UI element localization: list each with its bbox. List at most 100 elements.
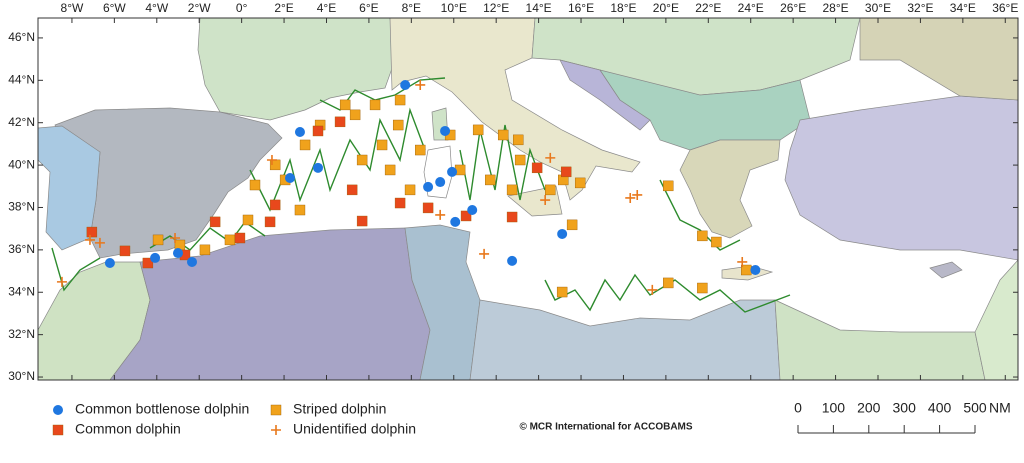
sighting: [376, 139, 388, 151]
lon-tick-label: 0°: [236, 1, 248, 15]
map-frame: [37, 17, 1019, 381]
lon-tick-label: 12°E: [483, 1, 509, 15]
track: [51, 247, 101, 292]
sighting: [199, 244, 211, 256]
sighting: [435, 209, 446, 220]
scale-unit: NM: [989, 400, 1011, 416]
sighting: [104, 258, 115, 269]
lon-tick-label: 22°E: [695, 1, 721, 15]
sighting: [242, 214, 254, 226]
levant: [974, 259, 1018, 380]
sighting: [234, 232, 246, 244]
lat-tick-label: 40°N: [8, 157, 35, 171]
sightings: [56, 79, 761, 298]
sighting: [249, 179, 261, 191]
sighting: [285, 173, 295, 184]
lon-tick-label: 2°E: [274, 1, 293, 15]
sighting: [625, 192, 636, 203]
legend-marker: [270, 404, 282, 416]
legend-marker: [52, 424, 64, 436]
lon-tick-label: 2°W: [188, 1, 211, 15]
lon-tick-label: 6°E: [359, 1, 378, 15]
lon-tick-label: 10°E: [441, 1, 467, 15]
lon-tick-label: 18°E: [610, 1, 636, 15]
sighting: [266, 155, 277, 166]
lat-tick-label: 30°N: [8, 369, 35, 383]
lat-tick-label: 44°N: [8, 72, 35, 86]
sighting: [269, 199, 281, 211]
lon-tick-label: 4°E: [317, 1, 336, 15]
sighting: [711, 236, 722, 248]
sighting: [224, 234, 236, 246]
legend-marker: [53, 405, 63, 415]
turkey: [784, 95, 1018, 261]
sighting: [485, 174, 496, 186]
black-sea-coast: [859, 18, 1018, 101]
lon-tick-label: 36°E: [992, 1, 1018, 15]
sighting: [545, 184, 556, 196]
lon-tick-label: 24°E: [738, 1, 764, 15]
greece: [679, 139, 781, 239]
lon-tick-label: 14°E: [526, 1, 552, 15]
sighting: [750, 265, 761, 276]
sighting: [173, 248, 183, 259]
lon-tick-label: 30°E: [865, 1, 891, 15]
sighting: [557, 228, 568, 239]
scale-label: 200: [857, 400, 881, 416]
sighting: [415, 79, 426, 90]
lon-tick-label: 26°E: [780, 1, 806, 15]
sighting: [531, 162, 543, 174]
libya: [469, 299, 781, 380]
lat-tick-label: 42°N: [8, 115, 35, 129]
sighting: [507, 255, 518, 266]
sighting: [209, 216, 221, 228]
sighting: [294, 127, 305, 138]
sighting: [506, 184, 518, 196]
track: [459, 124, 546, 201]
cyprus: [929, 261, 963, 279]
sighting: [422, 202, 434, 214]
sighting: [394, 94, 406, 106]
sighting: [94, 237, 105, 248]
legend-label: Common dolphin: [75, 421, 181, 437]
sighting: [632, 189, 643, 200]
lon-tick-label: 4°W: [145, 1, 168, 15]
track: [544, 273, 791, 313]
sighting: [560, 166, 572, 178]
sighting: [356, 154, 368, 166]
sighting: [545, 152, 556, 163]
sighting: [472, 124, 484, 136]
italy: [389, 18, 641, 201]
sighting: [392, 119, 404, 131]
track: [659, 179, 741, 251]
sighting: [460, 210, 472, 222]
lon-tick-label: 8°E: [402, 1, 421, 15]
sighting: [86, 226, 98, 238]
sighting: [566, 219, 578, 231]
sighting: [187, 256, 197, 267]
sighting: [404, 184, 416, 196]
sighting: [440, 125, 451, 136]
sighting: [497, 129, 509, 141]
portugal: [38, 125, 101, 251]
sighting: [339, 99, 351, 111]
sighting: [264, 216, 276, 228]
lat-tick-label: 36°N: [8, 242, 35, 256]
lon-tick-label: 34°E: [950, 1, 976, 15]
credit: © MCR International for ACCOBAMS: [519, 422, 692, 433]
sighting: [299, 139, 311, 151]
sighting: [400, 79, 411, 90]
sighting: [119, 245, 131, 257]
sighting: [56, 276, 67, 287]
scale-label: 300: [893, 400, 917, 416]
sighting: [697, 230, 708, 242]
sighting: [435, 177, 446, 188]
scale-label: 500: [963, 400, 987, 416]
sighting: [150, 252, 161, 263]
lon-tick-label: 6°W: [103, 1, 126, 15]
sighting: [514, 154, 526, 166]
sighting: [369, 99, 381, 111]
